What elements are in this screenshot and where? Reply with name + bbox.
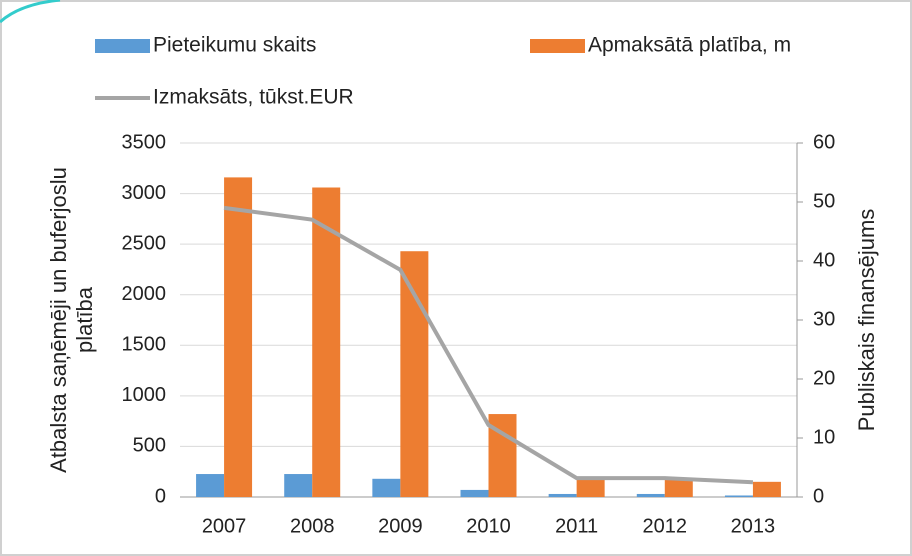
y2-axis-title: Publiskais finansējums — [854, 209, 879, 432]
bar — [224, 177, 253, 498]
y-tick-label: 3000 — [122, 182, 167, 204]
y-axis-title: Atbalsta saņēmēji un buferjosluplatība — [46, 167, 97, 473]
bar — [372, 478, 401, 497]
bar — [400, 251, 429, 497]
legend-label: Izmaksāts, tūkst.EUR — [153, 86, 354, 109]
y2-tick-label: 60 — [813, 131, 835, 153]
bar — [636, 493, 665, 497]
bar — [196, 474, 225, 497]
bar — [460, 489, 489, 497]
bar — [752, 481, 781, 497]
y2-tick-label: 20 — [813, 367, 835, 389]
legend-label: Pieteikumu skaits — [153, 34, 316, 57]
x-tick-label: 2007 — [202, 515, 247, 537]
bar — [284, 474, 313, 497]
legend-swatch — [530, 39, 585, 53]
y2-tick-label: 0 — [813, 485, 824, 507]
line — [223, 205, 754, 485]
legend-swatch — [95, 39, 150, 53]
y-tick-label: 3500 — [122, 131, 167, 153]
x-tick-label: 2009 — [378, 515, 423, 537]
x-tick-label: 2008 — [290, 515, 335, 537]
x-tick-label: 2013 — [731, 515, 776, 537]
legend-label: Apmaksātā platība, m — [588, 34, 791, 57]
corner-decoration — [0, 0, 61, 24]
x-tick-label: 2012 — [643, 515, 688, 537]
bar — [548, 493, 577, 497]
bar — [312, 187, 341, 497]
y-axis-title-line: platība — [72, 286, 97, 353]
bar — [576, 479, 605, 497]
y-tick-label: 2000 — [122, 283, 167, 305]
y2-tick-label: 30 — [813, 308, 835, 330]
y-axis-title-line: Atbalsta saņēmēji un buferjoslu — [46, 167, 71, 473]
bar — [724, 495, 753, 497]
y2-tick-label: 40 — [813, 249, 835, 271]
y-tick-label: 500 — [133, 435, 166, 457]
x-tick-label: 2010 — [466, 515, 511, 537]
y-tick-label: 1500 — [122, 334, 167, 356]
bar — [664, 479, 693, 497]
y-tick-label: 1000 — [122, 384, 167, 406]
x-tick-label: 2011 — [555, 515, 598, 537]
y-tick-label: 0 — [155, 485, 166, 507]
y-tick-label: 2500 — [122, 232, 167, 254]
y2-tick-label: 10 — [813, 426, 835, 448]
y2-tick-label: 50 — [813, 190, 835, 212]
